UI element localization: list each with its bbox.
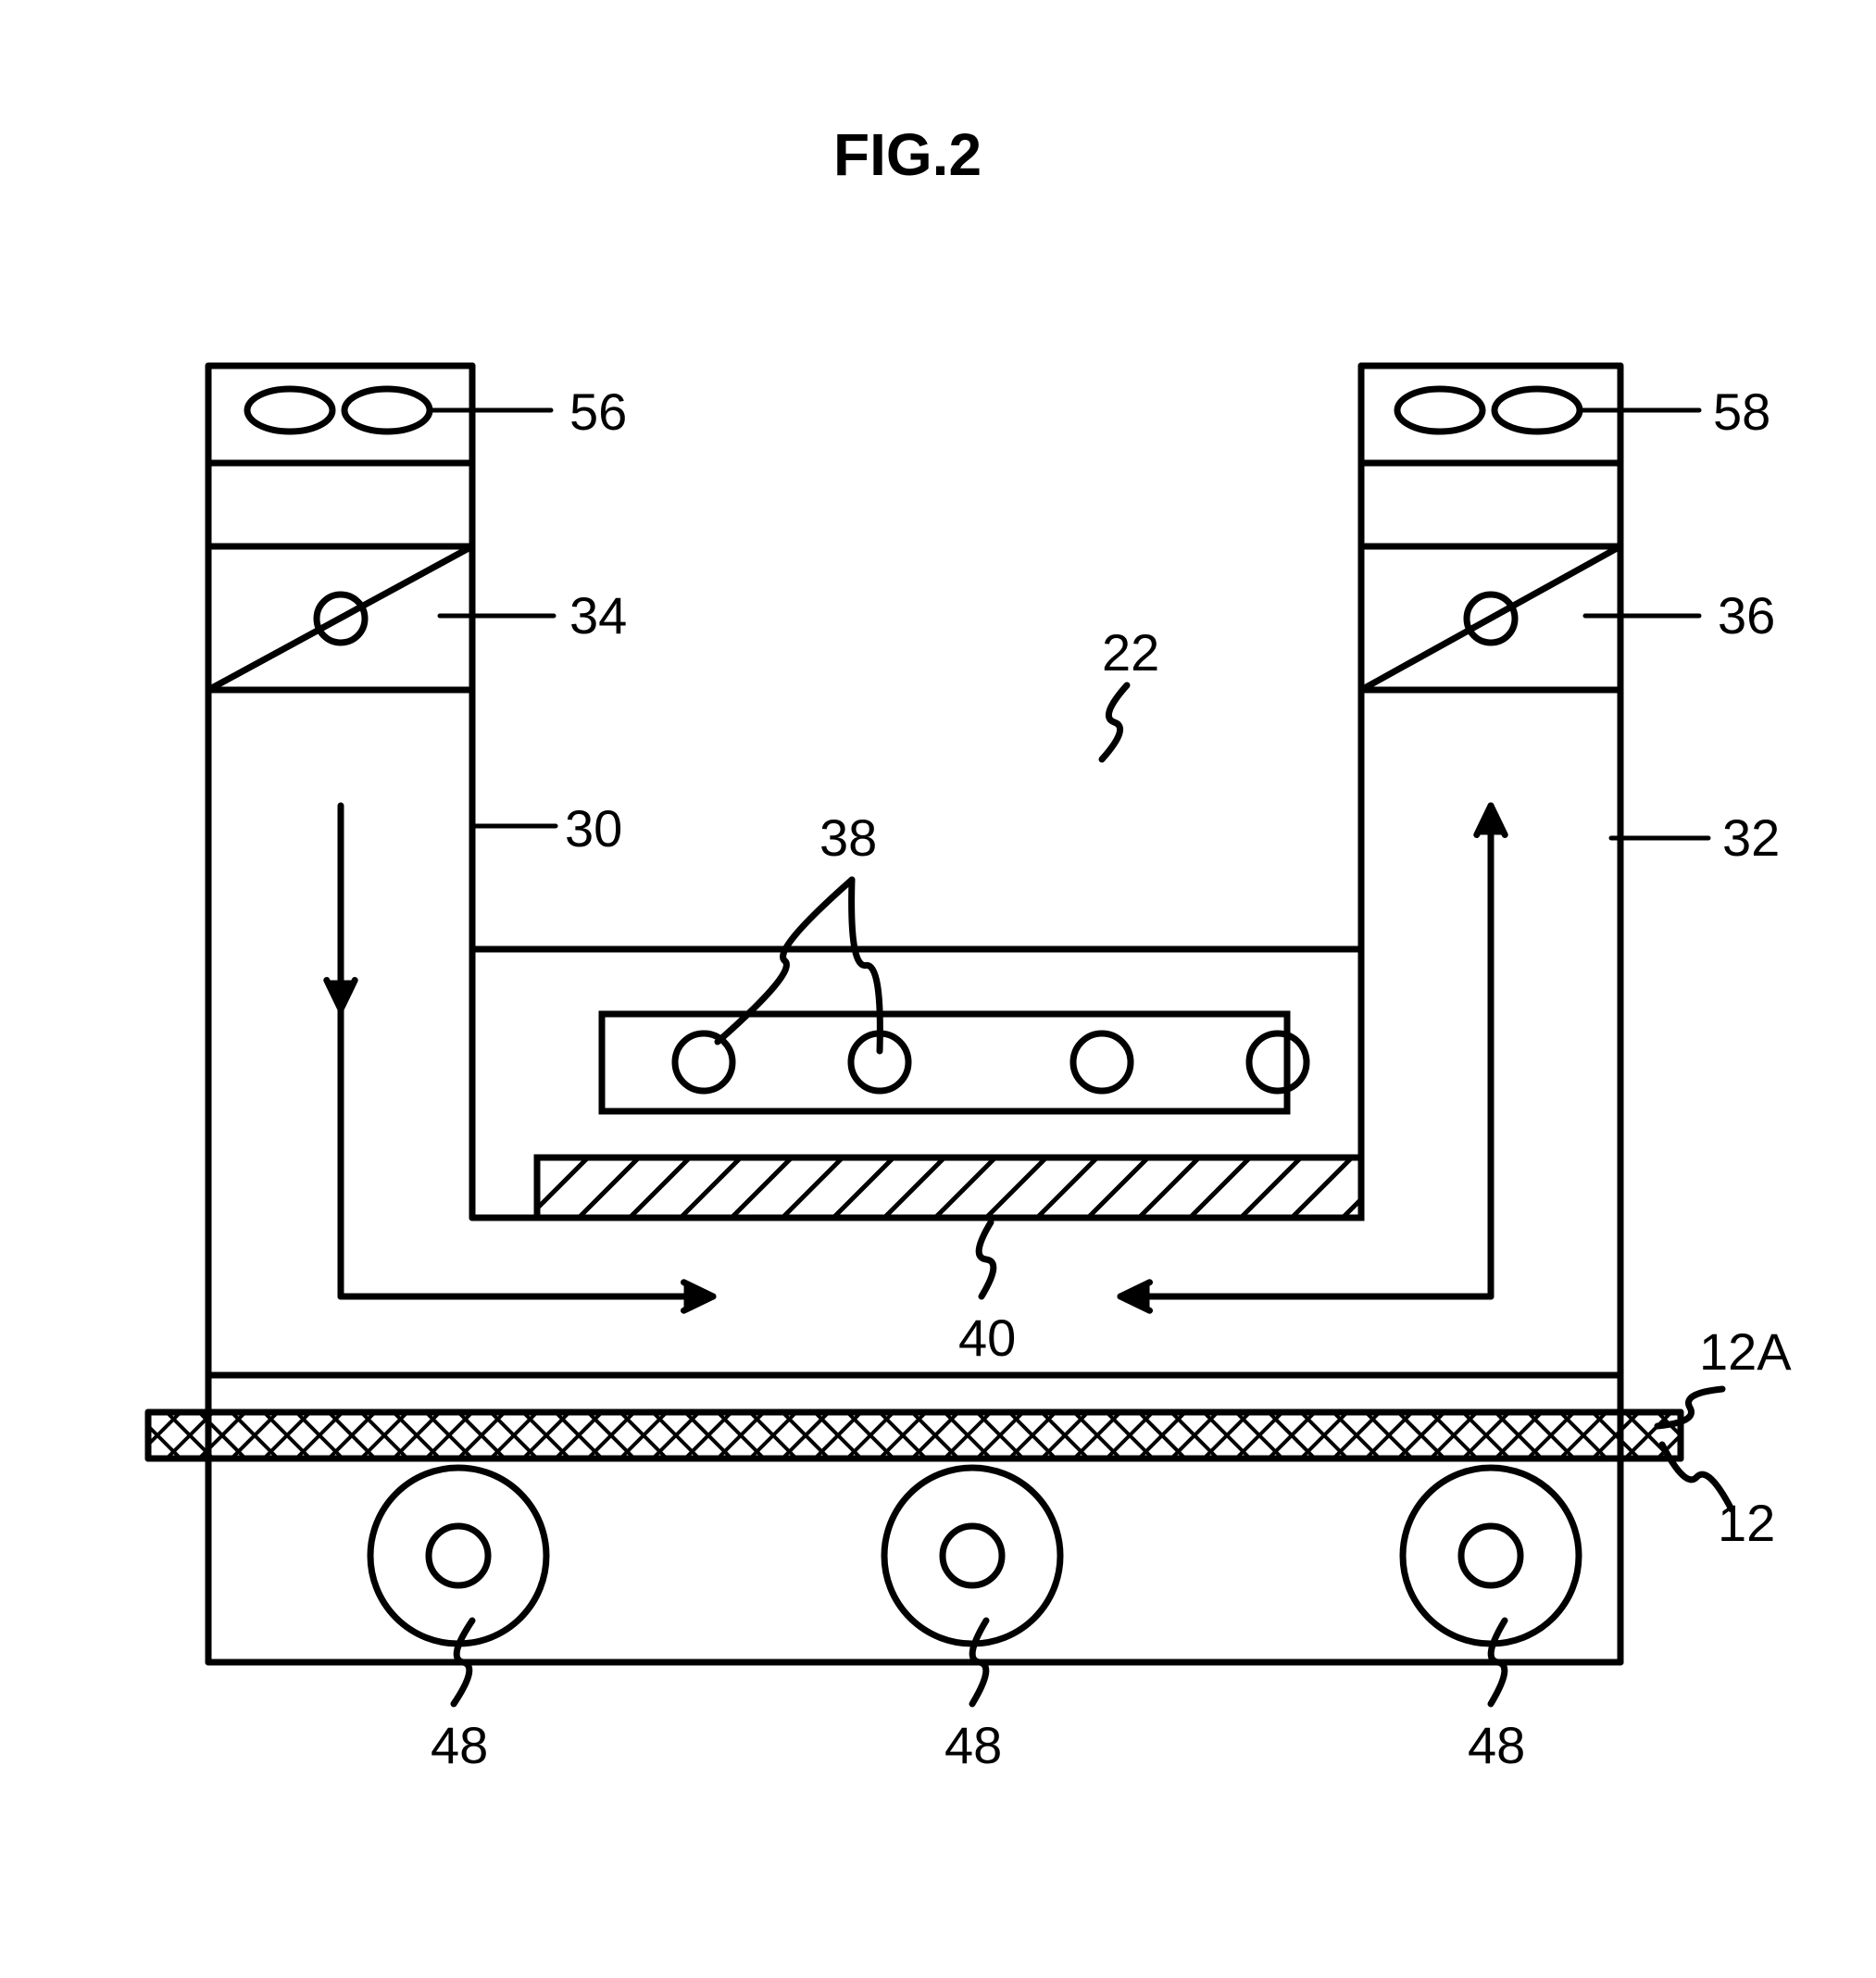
label-48c: 48 xyxy=(1468,1715,1525,1775)
label-40: 40 xyxy=(958,1308,1016,1368)
figure-title: FIG.2 xyxy=(833,120,982,189)
figure-container: FIG.2 12 22 30 32 34 36 38 40 56 58 12A 48 48 48 xyxy=(0,0,1876,1978)
label-38: 38 xyxy=(819,807,877,868)
label-32: 32 xyxy=(1722,807,1780,868)
label-36: 36 xyxy=(1718,585,1775,645)
label-56: 56 xyxy=(569,382,627,442)
label-22: 22 xyxy=(1102,622,1159,682)
label-48b: 48 xyxy=(944,1715,1002,1775)
label-58: 58 xyxy=(1713,382,1770,442)
label-12A: 12A xyxy=(1699,1321,1792,1382)
label-30: 30 xyxy=(565,798,622,858)
label-34: 34 xyxy=(569,585,627,645)
diagram-svg xyxy=(0,0,1876,1978)
label-48a: 48 xyxy=(431,1715,488,1775)
label-12: 12 xyxy=(1718,1493,1775,1553)
